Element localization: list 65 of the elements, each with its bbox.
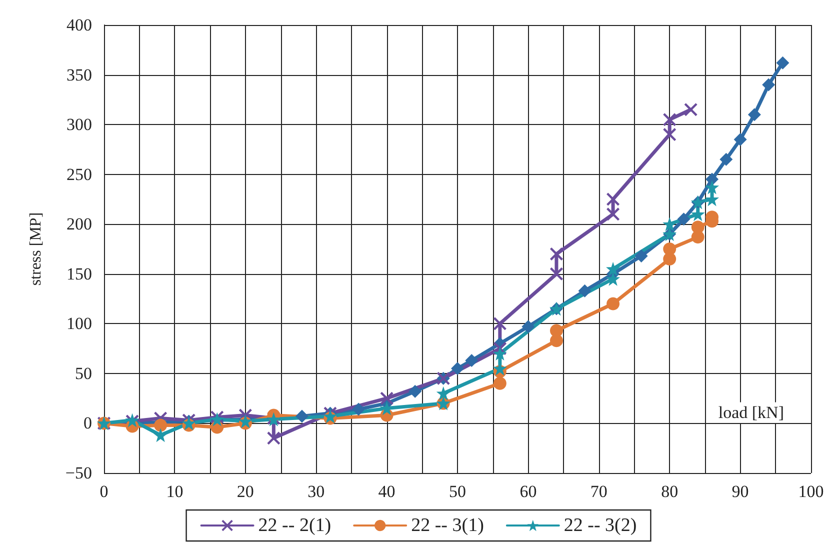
y-tick-label: 0 bbox=[84, 414, 92, 433]
point bbox=[550, 267, 563, 280]
point bbox=[451, 362, 464, 375]
legend-label: 22 -- 3(2) bbox=[564, 515, 637, 536]
y-tick-label: 150 bbox=[66, 264, 92, 284]
point bbox=[762, 78, 776, 92]
x-tick-label: 30 bbox=[308, 482, 325, 501]
point bbox=[677, 212, 690, 226]
point bbox=[606, 297, 620, 310]
y-tick-label: 50 bbox=[75, 364, 92, 383]
y-tick-label: 100 bbox=[66, 314, 92, 334]
y-tick-label: 200 bbox=[66, 214, 92, 234]
point bbox=[295, 410, 308, 423]
x-tick-label: 40 bbox=[378, 482, 396, 501]
point bbox=[154, 428, 168, 442]
point bbox=[705, 180, 720, 194]
y-tick-label: −50 bbox=[65, 464, 92, 482]
point bbox=[690, 207, 705, 222]
point bbox=[748, 108, 761, 122]
point bbox=[492, 346, 507, 361]
point bbox=[352, 402, 366, 416]
point bbox=[323, 409, 338, 424]
point bbox=[380, 392, 394, 405]
point bbox=[578, 284, 592, 298]
x-tick-label: 20 bbox=[236, 482, 254, 501]
point bbox=[663, 242, 676, 256]
point bbox=[182, 416, 196, 430]
x-tick-label: 80 bbox=[661, 482, 678, 501]
y-tick-label: 400 bbox=[66, 16, 92, 34]
x-tick-label: 70 bbox=[590, 482, 608, 501]
x-tick-label: 90 bbox=[732, 482, 749, 501]
point bbox=[606, 192, 620, 206]
y-tick-label: 300 bbox=[66, 115, 92, 134]
point bbox=[663, 113, 676, 126]
legend-label: 22 -- 2(1) bbox=[258, 515, 332, 536]
point bbox=[606, 262, 620, 276]
point bbox=[550, 324, 563, 338]
point bbox=[634, 249, 648, 262]
x-axis-title: load [kN] bbox=[718, 403, 784, 422]
x-tick-label: 0 bbox=[100, 482, 108, 501]
point bbox=[684, 103, 698, 116]
point bbox=[436, 386, 450, 400]
point bbox=[606, 208, 620, 221]
point bbox=[493, 376, 506, 390]
point bbox=[493, 317, 506, 330]
point bbox=[776, 56, 790, 70]
point bbox=[706, 172, 719, 186]
x-tick-label: 50 bbox=[449, 482, 466, 501]
point bbox=[267, 432, 280, 445]
point bbox=[734, 132, 747, 146]
y-axis-title: stress [MP] bbox=[28, 212, 44, 286]
point bbox=[465, 354, 478, 367]
y-tick-label: 250 bbox=[66, 164, 92, 184]
x-tick-label: 60 bbox=[520, 482, 537, 501]
point bbox=[522, 320, 535, 334]
x-tick-label: 100 bbox=[798, 482, 824, 501]
point bbox=[663, 128, 676, 142]
x-tick-label: 10 bbox=[166, 482, 184, 501]
y-tick-label: 350 bbox=[66, 65, 92, 84]
point bbox=[720, 152, 733, 166]
point bbox=[691, 220, 704, 234]
point bbox=[408, 384, 422, 398]
legend-label: 22 -- 3(1) bbox=[411, 515, 484, 536]
point bbox=[606, 272, 620, 286]
point bbox=[550, 247, 563, 260]
